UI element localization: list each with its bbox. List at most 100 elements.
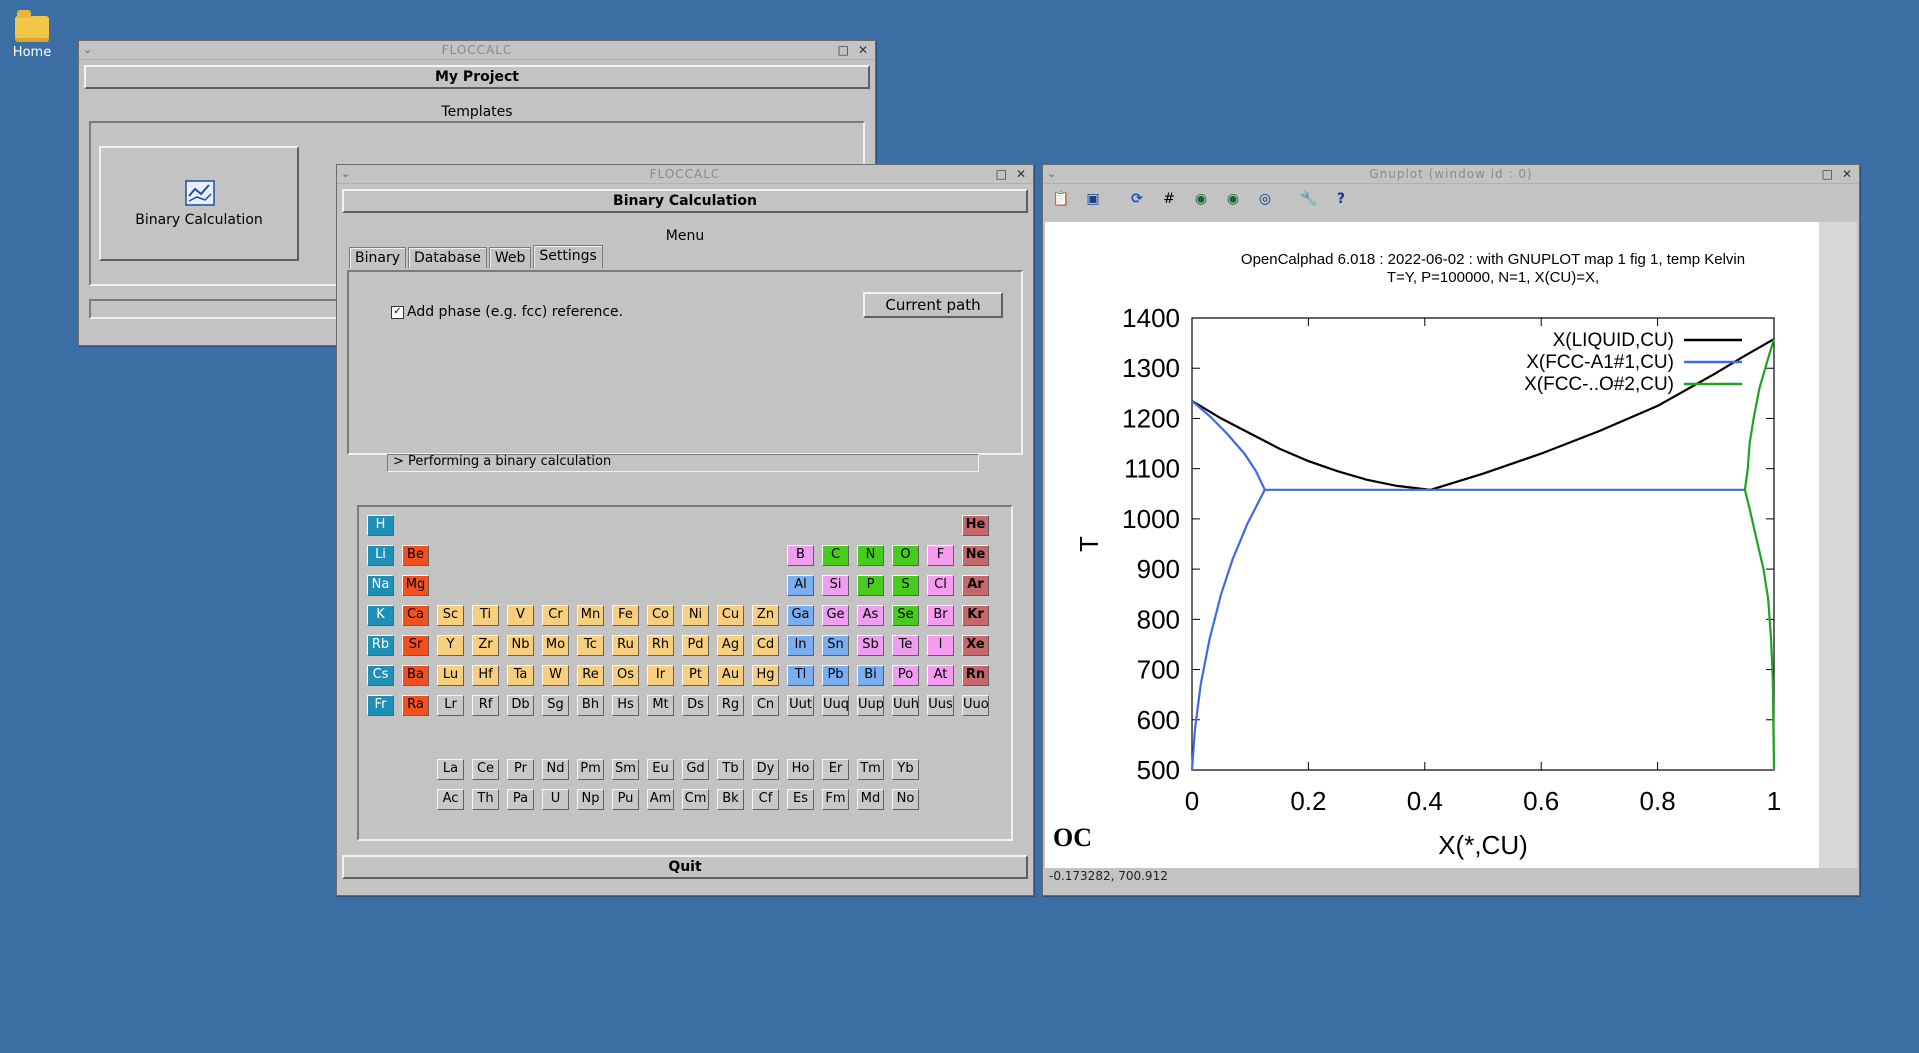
element-bh[interactable]: Bh <box>577 695 604 716</box>
element-o[interactable]: O <box>892 545 919 566</box>
element-hs[interactable]: Hs <box>612 695 639 716</box>
element-cr[interactable]: Cr <box>542 605 569 626</box>
element-sm[interactable]: Sm <box>612 759 639 780</box>
element-zn[interactable]: Zn <box>752 605 779 626</box>
element-i[interactable]: I <box>927 635 954 656</box>
element-fr[interactable]: Fr <box>367 695 394 716</box>
close-icon[interactable]: ✕ <box>1015 167 1027 181</box>
maximize-icon[interactable]: □ <box>995 167 1008 181</box>
zoom-next-icon[interactable]: ◉ <box>1226 191 1240 207</box>
element-sr[interactable]: Sr <box>402 635 429 656</box>
plot-canvas[interactable]: OpenCalphad 6.018 : 2022-06-02 : with GN… <box>1045 222 1819 868</box>
element-k[interactable]: K <box>367 605 394 626</box>
element-mg[interactable]: Mg <box>402 575 429 596</box>
element-gd[interactable]: Gd <box>682 759 709 780</box>
add-phase-checkbox-row[interactable]: ✓ Add phase (e.g. fcc) reference. <box>391 304 623 320</box>
element-sb[interactable]: Sb <box>857 635 884 656</box>
element-ar[interactable]: Ar <box>962 575 989 596</box>
element-be[interactable]: Be <box>402 545 429 566</box>
element-cf[interactable]: Cf <box>752 789 779 810</box>
window-menu-icon[interactable]: ⌄ <box>341 167 352 180</box>
element-mo[interactable]: Mo <box>542 635 569 656</box>
element-cs[interactable]: Cs <box>367 665 394 686</box>
grid-icon[interactable]: # <box>1163 191 1175 207</box>
element-c[interactable]: C <box>822 545 849 566</box>
element-hg[interactable]: Hg <box>752 665 779 686</box>
maximize-icon[interactable]: □ <box>837 43 850 57</box>
element-ne[interactable]: Ne <box>962 545 989 566</box>
element-pt[interactable]: Pt <box>682 665 709 686</box>
element-rf[interactable]: Rf <box>472 695 499 716</box>
element-kr[interactable]: Kr <box>962 605 989 626</box>
element-at[interactable]: At <box>927 665 954 686</box>
help-icon[interactable]: ? <box>1336 191 1346 207</box>
element-rb[interactable]: Rb <box>367 635 394 656</box>
close-icon[interactable]: ✕ <box>1841 167 1853 181</box>
project-window-titlebar[interactable]: ⌄ FLOCCALC □ ✕ <box>79 41 875 60</box>
close-icon[interactable]: ✕ <box>857 43 869 57</box>
element-w[interactable]: W <box>542 665 569 686</box>
element-lr[interactable]: Lr <box>437 695 464 716</box>
element-s[interactable]: S <box>892 575 919 596</box>
element-pu[interactable]: Pu <box>612 789 639 810</box>
element-es[interactable]: Es <box>787 789 814 810</box>
element-uuo[interactable]: Uuo <box>962 695 989 716</box>
element-p[interactable]: P <box>857 575 884 596</box>
add-phase-checkbox[interactable]: ✓ <box>391 305 404 319</box>
element-tm[interactable]: Tm <box>857 759 884 780</box>
element-cu[interactable]: Cu <box>717 605 744 626</box>
element-ga[interactable]: Ga <box>787 605 814 626</box>
element-y[interactable]: Y <box>437 635 464 656</box>
element-ir[interactable]: Ir <box>647 665 674 686</box>
tab-database[interactable]: Database <box>408 247 487 268</box>
element-tc[interactable]: Tc <box>577 635 604 656</box>
element-re[interactable]: Re <box>577 665 604 686</box>
element-os[interactable]: Os <box>612 665 639 686</box>
element-ds[interactable]: Ds <box>682 695 709 716</box>
element-ce[interactable]: Ce <box>472 759 499 780</box>
element-zr[interactable]: Zr <box>472 635 499 656</box>
element-pa[interactable]: Pa <box>507 789 534 810</box>
tab-web[interactable]: Web <box>488 247 532 268</box>
element-au[interactable]: Au <box>717 665 744 686</box>
element-yb[interactable]: Yb <box>892 759 919 780</box>
element-np[interactable]: Np <box>577 789 604 810</box>
element-dy[interactable]: Dy <box>752 759 779 780</box>
zoom-prev-icon[interactable]: ◉ <box>1194 191 1208 207</box>
element-fm[interactable]: Fm <box>822 789 849 810</box>
element-sc[interactable]: Sc <box>437 605 464 626</box>
element-ca[interactable]: Ca <box>402 605 429 626</box>
element-xe[interactable]: Xe <box>962 635 989 656</box>
quit-button[interactable]: Quit <box>342 855 1028 879</box>
element-la[interactable]: La <box>437 759 464 780</box>
replot-icon[interactable]: ⟳ <box>1131 191 1143 207</box>
copy-icon[interactable]: 📋 <box>1052 191 1070 207</box>
element-bi[interactable]: Bi <box>857 665 884 686</box>
element-cm[interactable]: Cm <box>682 789 709 810</box>
element-uuq[interactable]: Uuq <box>822 695 849 716</box>
tab-binary[interactable]: Binary <box>349 247 406 268</box>
element-h[interactable]: H <box>367 515 394 536</box>
element-db[interactable]: Db <box>507 695 534 716</box>
element-sg[interactable]: Sg <box>542 695 569 716</box>
maximize-icon[interactable]: □ <box>1821 167 1834 181</box>
element-co[interactable]: Co <box>647 605 674 626</box>
element-se[interactable]: Se <box>892 605 919 626</box>
element-rg[interactable]: Rg <box>717 695 744 716</box>
element-er[interactable]: Er <box>822 759 849 780</box>
element-ra[interactable]: Ra <box>402 695 429 716</box>
element-cl[interactable]: Cl <box>927 575 954 596</box>
element-u[interactable]: U <box>542 789 569 810</box>
element-ni[interactable]: Ni <box>682 605 709 626</box>
element-b[interactable]: B <box>787 545 814 566</box>
zoom-unzoom-icon[interactable]: ◎ <box>1258 191 1272 207</box>
element-uup[interactable]: Uup <box>857 695 884 716</box>
binary-calculation-button[interactable]: Binary Calculation <box>99 146 299 261</box>
element-lu[interactable]: Lu <box>437 665 464 686</box>
element-tl[interactable]: Tl <box>787 665 814 686</box>
element-ag[interactable]: Ag <box>717 635 744 656</box>
element-cd[interactable]: Cd <box>752 635 779 656</box>
element-md[interactable]: Md <box>857 789 884 810</box>
element-li[interactable]: Li <box>367 545 394 566</box>
element-tb[interactable]: Tb <box>717 759 744 780</box>
